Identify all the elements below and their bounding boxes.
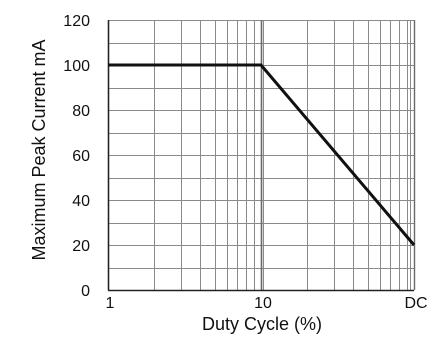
x-tick-label: 10 [254, 295, 272, 312]
series [108, 63, 416, 246]
y-tick-label: 40 [72, 193, 90, 210]
x-tick-labels: 1 10 DC [106, 295, 428, 312]
y-tick-labels: 0 20 40 60 80 100 120 [63, 13, 90, 300]
y-axis-label: Maximum Peak Current mA [29, 39, 49, 260]
y-tick-label: 120 [63, 13, 90, 30]
x-tick-label: DC [404, 295, 427, 312]
series-line [108, 63, 416, 246]
y-tick-label: 20 [72, 238, 90, 255]
y-tick-label: 0 [81, 283, 90, 300]
y-tick-label: 80 [72, 103, 90, 120]
x-tick-label: 1 [106, 295, 115, 312]
y-tick-label: 60 [72, 148, 90, 165]
grid [107, 20, 416, 292]
y-tick-label: 100 [63, 58, 90, 75]
x-axis-label: Duty Cycle (%) [202, 314, 322, 334]
